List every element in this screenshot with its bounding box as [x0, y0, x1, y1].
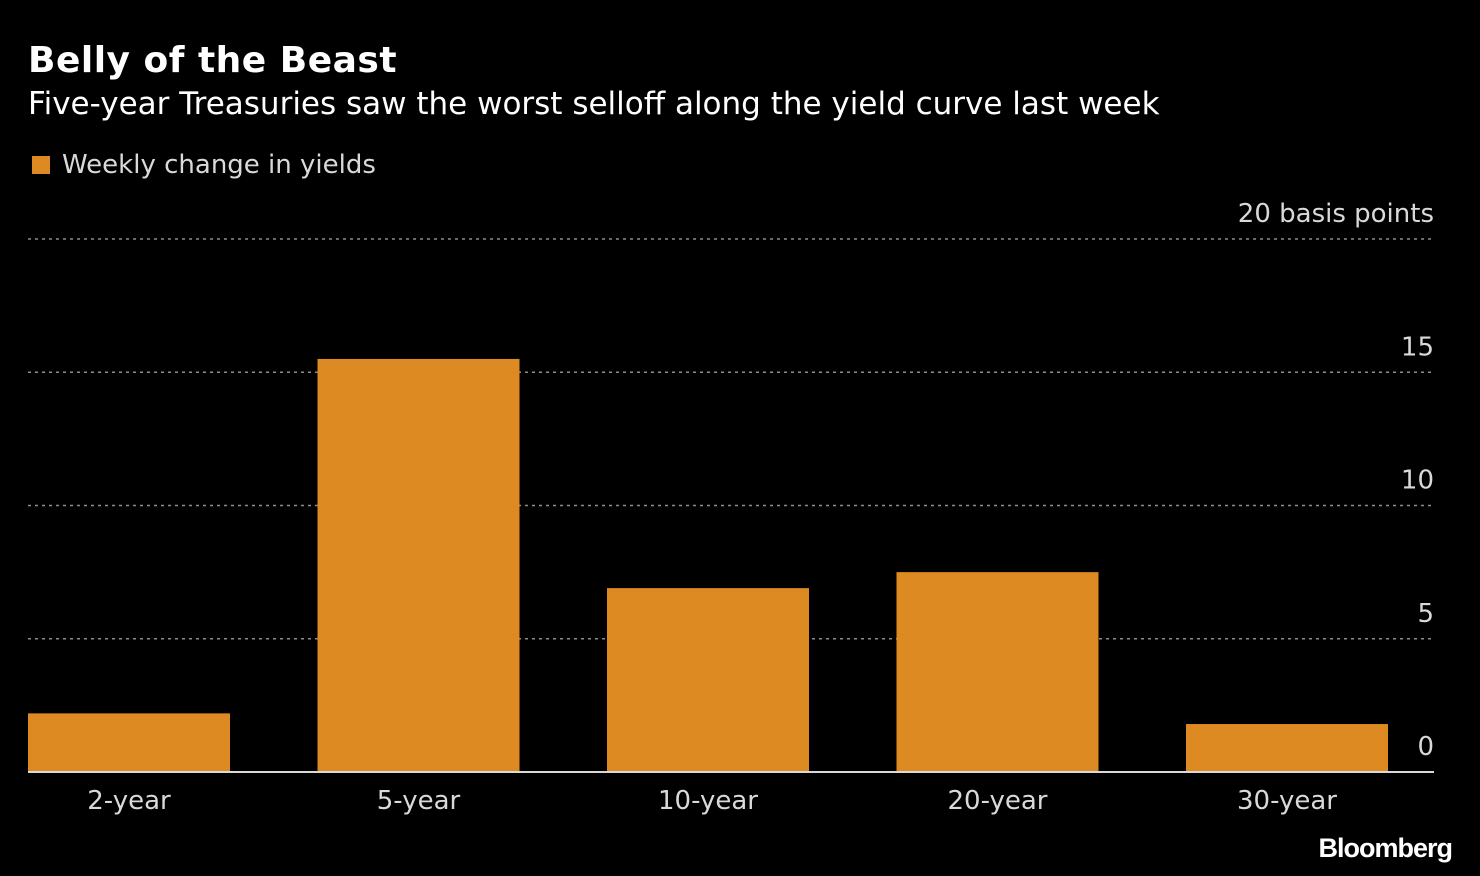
labels: 0 5 10 15 20 basis points 2-year 5-year 10-year… — [87, 199, 1434, 816]
bar-20-year — [896, 572, 1099, 772]
x-tick-label-20-year: 20-year — [947, 786, 1047, 816]
x-tick-label-10-year: 10-year — [658, 786, 758, 816]
bar-10-year — [607, 588, 809, 772]
chart-title: Belly of the Beast — [28, 40, 398, 81]
y-tick-label-0: 0 — [1417, 732, 1434, 762]
bloomberg-logo: Bloomberg — [1318, 833, 1453, 863]
legend-swatch — [32, 156, 50, 174]
bar-30-year — [1186, 724, 1388, 772]
y-tick-label-20: 20 basis points — [1238, 199, 1434, 229]
grid-lines — [28, 238, 1434, 640]
x-tick-label-5-year: 5-year — [377, 786, 461, 816]
y-tick-label-10: 10 — [1401, 466, 1434, 496]
bar-2-year — [28, 713, 230, 772]
y-tick-label-5: 5 — [1417, 599, 1434, 629]
x-tick-label-2-year: 2-year — [87, 786, 171, 816]
x-tick-label-30-year: 30-year — [1237, 786, 1337, 816]
chart-subtitle: Five-year Treasuries saw the worst sello… — [28, 86, 1160, 122]
y-tick-label-15: 15 — [1401, 332, 1434, 362]
legend-label: Weekly change in yields — [62, 150, 376, 180]
bar-5-year — [317, 358, 520, 772]
legend: Weekly change in yields — [32, 150, 376, 180]
bars — [28, 358, 1388, 772]
